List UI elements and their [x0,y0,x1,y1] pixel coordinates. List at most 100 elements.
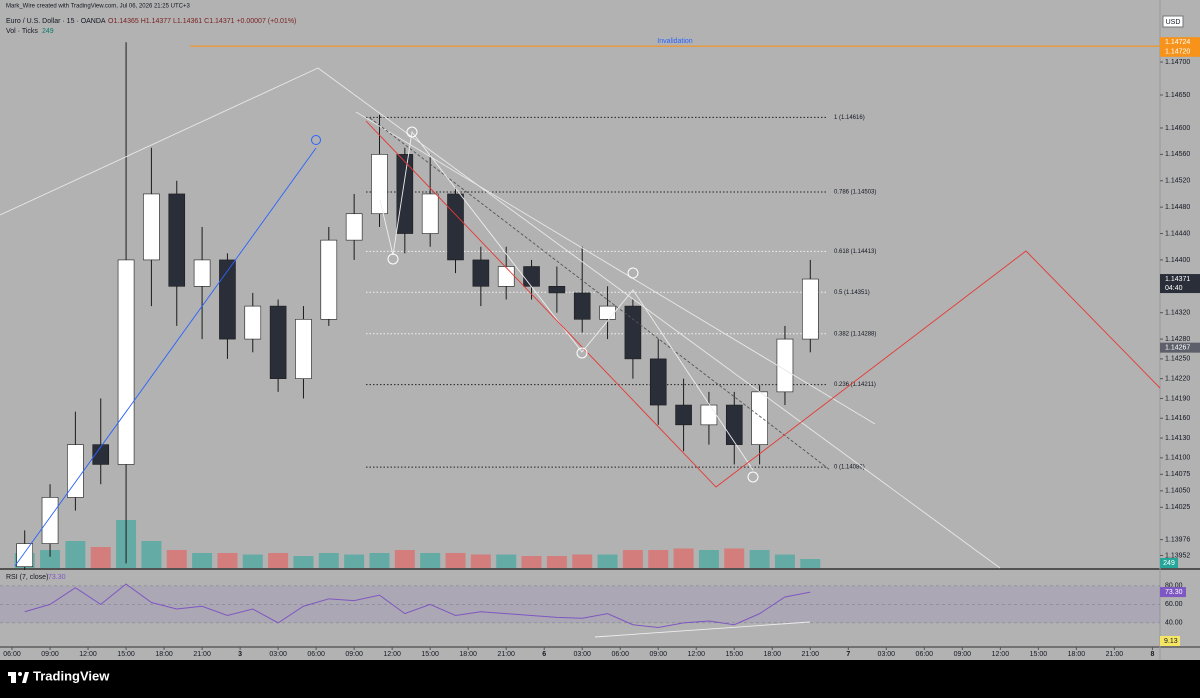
candle-body [117,259,135,465]
x-tick-label: 06:00 [611,651,629,658]
volume-bar [496,554,517,568]
x-tick-label: 12:00 [687,651,705,658]
price-tag-label: 1.14267 [1165,345,1190,352]
volume-bar [648,550,669,568]
rsi-line [24,583,811,629]
y-tick-label: 1.14700 [1165,59,1190,66]
footer [0,660,1200,693]
x-tick-label: 3 [238,651,242,658]
logo-part [18,672,22,676]
x-tick-label: 03:00 [269,651,287,658]
volume-bar [369,553,390,568]
candle-body [168,193,186,287]
volume-bar [724,548,745,568]
wave-circle [747,471,759,483]
candle-body [801,278,819,340]
volume-bar [344,554,365,568]
y-tick-label: 1.14050 [1165,488,1190,495]
rsi-tick-label: 80.00 [1165,583,1183,590]
volume-bar [572,554,593,568]
volume-bar [217,553,238,568]
x-tick-label: 7 [846,651,850,658]
price-tag-label: 1.14371 [1165,276,1190,283]
y-tick-label: 1.14130 [1165,435,1190,442]
rsi-tick-label: 40.00 [1165,620,1183,627]
y-tick-label: 1.14400 [1165,257,1190,264]
candle-body [396,154,414,234]
wave-circle [387,253,399,265]
brand: TradingView [33,668,110,683]
logo [8,672,29,683]
price-tag [1160,37,1200,48]
logo-part [11,676,16,683]
candle-body [295,318,312,379]
x-tick-label: 18:00 [459,651,477,658]
volume-bar [546,556,567,568]
x-tick-label: 15:00 [725,651,743,658]
x-tick-label: 8 [1150,651,1154,658]
y-tick-label: 1.13952 [1165,552,1190,559]
invalidation-label: Invalidation [657,38,693,45]
x-tick-label: 21:00 [802,651,820,658]
wave-path [379,130,754,471]
candle-body [41,497,59,544]
volume-bar [597,554,618,568]
candle-body [371,154,388,215]
y-tick-label: 1.14520 [1165,178,1190,185]
volume-bar [40,550,61,568]
x-tick-label: 18:00 [155,651,173,658]
currency[interactable]: USD [1166,19,1181,26]
x-tick-label: 15:00 [1030,651,1048,658]
candle-body [751,391,768,445]
fib-label: 0.618 (1.14413) [834,249,876,255]
volume-bar [242,554,263,568]
candle-body [776,338,794,393]
x-tick-label: 21:00 [193,651,211,658]
candle-body [675,404,692,426]
x-tick-label: 15:00 [421,651,439,658]
volume-bar [622,550,643,568]
y-tick-label: 1.14600 [1165,125,1190,132]
x-tick-label: 09:00 [41,651,59,658]
y-tick-label: 1.13976 [1165,536,1190,543]
wave-circle [627,267,639,279]
y-tick-label: 1.14250 [1165,356,1190,363]
ohlc: O1.14365 H1.14377 L1.14361 C1.14371 +0.0… [108,18,296,25]
volume-bar [420,553,441,568]
candle-body [447,193,464,261]
volume-bar [470,554,491,568]
y-tick-label: 1.14440 [1165,230,1190,237]
volume-bar [673,548,694,568]
candle-body [421,193,439,234]
x-tick-label: 21:00 [1106,651,1124,658]
y-tick-label: 1.14650 [1165,92,1190,99]
volume-bar [65,541,86,568]
fib-label: 1 (1.14616) [834,115,865,121]
candle-body [649,358,667,406]
volume-bar [293,556,314,568]
currency-box[interactable] [1162,15,1184,28]
logo-part [22,672,29,683]
volume-label: Vol · Ticks [6,28,38,35]
volume-bar [394,550,415,568]
rsi-tag [1160,587,1186,598]
candle-body [244,305,262,340]
volume-bar [774,554,795,568]
volume-tag [1160,558,1178,568]
rsi-other-tag [1160,636,1180,646]
price-tag [1160,274,1200,294]
x-tick-label: 09:00 [649,651,667,658]
y-tick-label: 1.14025 [1165,504,1190,511]
y-tick-label: 1.14160 [1165,415,1190,422]
divergence-line [594,621,811,638]
x-tick-label: 09:00 [954,651,972,658]
credit: Mark_Wire created with TradingView.com, … [6,4,190,10]
wave-circle [311,135,321,145]
countdown: 04:40 [1165,285,1183,292]
y-tick-label: 1.14320 [1165,310,1190,317]
candle-body [497,266,515,287]
fib-label: 0.382 (1.14288) [834,331,876,337]
rsi-other-tag-label: 9.13 [1164,638,1178,645]
x-tick-label: 6 [542,651,546,658]
logo-part [8,672,16,676]
